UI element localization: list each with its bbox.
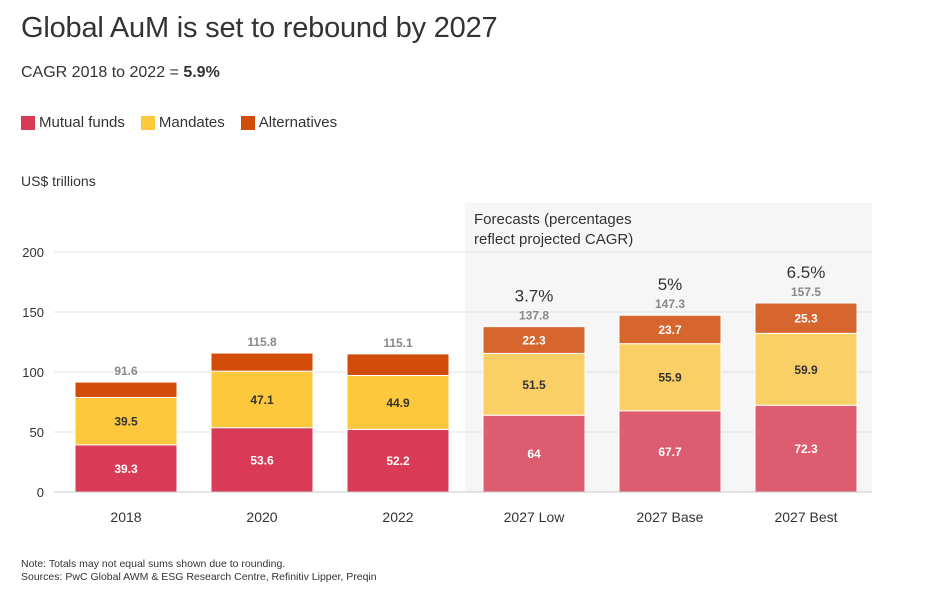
sources-text: Sources: PwC Global AWM & ESG Research C… — [21, 571, 377, 583]
bar-alternatives-2027-base — [618, 314, 722, 345]
chart-subtitle: CAGR 2018 to 2022 = 5.9% — [21, 64, 220, 82]
total-label-2027-best: 157.5 — [791, 285, 821, 299]
data-label-mutual-funds-2022: 52.2 — [386, 454, 410, 468]
x-tick-label-2018: 2018 — [110, 509, 141, 525]
cagr-label-2027-best: 6.5% — [787, 263, 826, 282]
data-label-mandates-2018: 39.5 — [114, 415, 138, 429]
bar-alternatives-2027-low — [482, 326, 586, 354]
legend-label-mandates: Mandates — [158, 114, 225, 131]
forecast-label-line-1: Forecasts (percentages — [474, 211, 632, 228]
data-label-mutual-funds-2020: 53.6 — [250, 453, 274, 467]
y-tick-label-50: 50 — [30, 425, 44, 440]
subtitle-prefix: CAGR 2018 to 2022 = — [21, 64, 184, 81]
x-tick-label-2022: 2022 — [382, 509, 413, 525]
y-tick-label-100: 100 — [22, 365, 44, 380]
bar-mandates-2020 — [210, 370, 314, 429]
total-label-2020: 115.8 — [247, 335, 277, 349]
data-label-mandates-2027-low: 51.5 — [522, 378, 546, 392]
subtitle-cagr-value: 5.9% — [183, 64, 220, 81]
chart-title: Global AuM is set to rebound by 2027 — [21, 12, 498, 44]
data-label-mutual-funds-2027-best: 72.3 — [794, 442, 818, 456]
data-label-mandates-2027-best: 59.9 — [794, 363, 818, 377]
cagr-label-2027-low: 3.7% — [515, 287, 554, 306]
x-tick-label-2027-base: 2027 Base — [637, 509, 704, 525]
x-tick-label-2020: 2020 — [246, 509, 277, 525]
bar-alternatives-2020 — [210, 352, 314, 372]
bar-alternatives-2022 — [346, 353, 450, 376]
legend-label-alternatives: Alternatives — [258, 114, 338, 131]
legend-label-mutual-funds: Mutual funds — [39, 114, 125, 131]
legend-swatch-alternatives — [240, 115, 255, 130]
bar-mutual-funds-2027-best — [754, 404, 858, 493]
forecast-label-line-2: reflect projected CAGR) — [474, 231, 633, 248]
data-label-mutual-funds-2027-base: 67.7 — [658, 445, 682, 459]
total-label-2027-base: 147.3 — [655, 297, 685, 311]
bar-mutual-funds-2022 — [346, 428, 450, 493]
footnotes: Note: Totals may not equal sums shown du… — [21, 558, 377, 584]
data-label-mandates-2020: 47.1 — [250, 393, 274, 407]
note-text: Note: Totals may not equal sums shown du… — [21, 558, 286, 570]
legend-item-alternatives: Alternatives — [240, 114, 338, 131]
y-axis-label: US$ trillions — [21, 173, 96, 189]
y-tick-label-150: 150 — [22, 305, 44, 320]
bar-mandates-2027-low — [482, 352, 586, 416]
legend-item-mandates: Mandates — [140, 114, 225, 131]
data-label-alternatives-2027-low: 22.3 — [522, 334, 546, 348]
data-label-alternatives-2027-best: 25.3 — [794, 312, 818, 326]
bar-alternatives-2027-best — [754, 302, 858, 334]
legend: Mutual funds Mandates Alternatives — [21, 114, 353, 131]
y-tick-label-0: 0 — [37, 485, 44, 500]
bar-mandates-2027-best — [754, 332, 858, 406]
data-label-mandates-2022: 44.9 — [386, 396, 410, 410]
x-tick-label-2027-best: 2027 Best — [774, 509, 837, 525]
legend-item-mutual-funds: Mutual funds — [21, 114, 125, 131]
bar-mandates-2027-base — [618, 343, 722, 412]
data-label-mandates-2027-base: 55.9 — [658, 371, 682, 385]
total-label-2022: 115.1 — [383, 336, 413, 350]
data-label-alternatives-2027-base: 23.7 — [658, 323, 682, 337]
cagr-label-2027-base: 5% — [658, 275, 683, 294]
bar-mutual-funds-2027-low — [482, 414, 586, 493]
total-label-2018: 91.6 — [114, 364, 138, 378]
x-tick-label-2027-low: 2027 Low — [504, 509, 566, 525]
legend-swatch-mutual-funds — [21, 115, 35, 130]
y-tick-label-200: 200 — [22, 245, 44, 260]
bar-alternatives-2018 — [74, 381, 178, 398]
legend-swatch-mandates — [140, 115, 155, 130]
total-label-2027-low: 137.8 — [519, 309, 549, 323]
data-label-mutual-funds-2018: 39.3 — [114, 462, 138, 476]
bar-mandates-2018 — [74, 396, 178, 446]
data-label-mutual-funds-2027-low: 64 — [527, 447, 541, 461]
